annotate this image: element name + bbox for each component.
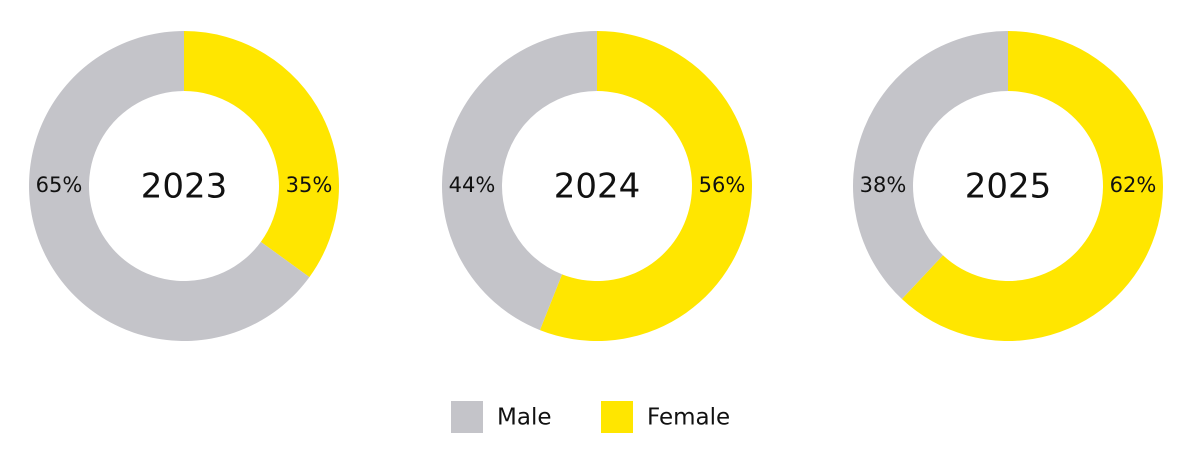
donut-segment [539, 31, 752, 341]
value-label: 62% [1110, 173, 1157, 197]
donut-segment [184, 31, 339, 278]
value-label: 56% [699, 173, 746, 197]
value-label: 44% [449, 173, 496, 197]
legend-label: Female [647, 405, 730, 431]
center-label: 2025 [965, 167, 1052, 207]
center-label: 2024 [554, 167, 641, 207]
legend-swatch [451, 401, 483, 433]
donut-segment [28, 31, 310, 341]
value-label: 38% [860, 173, 907, 197]
donut-segment [442, 31, 597, 331]
value-label: 35% [286, 173, 333, 197]
center-label: 2023 [141, 167, 228, 207]
donut-segment [901, 31, 1164, 341]
donut-segment [853, 31, 1008, 299]
legend-swatch [601, 401, 633, 433]
value-label: 65% [36, 173, 83, 197]
legend-label: Male [497, 405, 551, 431]
